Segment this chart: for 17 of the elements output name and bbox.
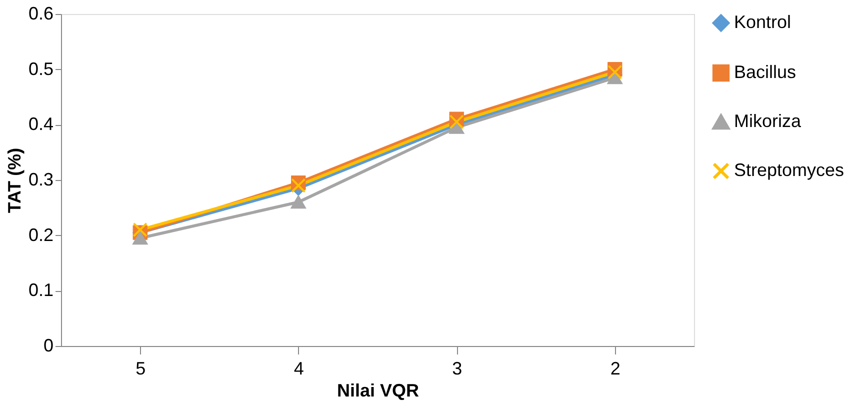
y-tick-label: 0 <box>43 336 54 356</box>
x-tick-label: 2 <box>610 358 620 378</box>
x-tick-label: 5 <box>136 358 146 378</box>
y-tick-label: 0.1 <box>28 280 54 300</box>
x-tick-label: 3 <box>452 358 462 378</box>
x-axis-title: Nilai VQR <box>336 380 420 400</box>
legend-label: Mikoriza <box>734 111 802 131</box>
y-tick-label: 0.3 <box>28 170 54 190</box>
y-tick-label: 0.6 <box>28 4 54 24</box>
x-tick-label: 4 <box>294 358 304 378</box>
legend-label: Kontrol <box>734 12 792 32</box>
y-axis-title: TAT (%) <box>4 148 24 214</box>
y-tick-label: 0.5 <box>28 58 54 79</box>
legend-label: Streptomyces <box>734 160 844 180</box>
legend-label: Bacillus <box>734 62 796 82</box>
y-tick-label: 0.4 <box>28 114 54 134</box>
y-tick-label: 0.2 <box>28 224 54 245</box>
